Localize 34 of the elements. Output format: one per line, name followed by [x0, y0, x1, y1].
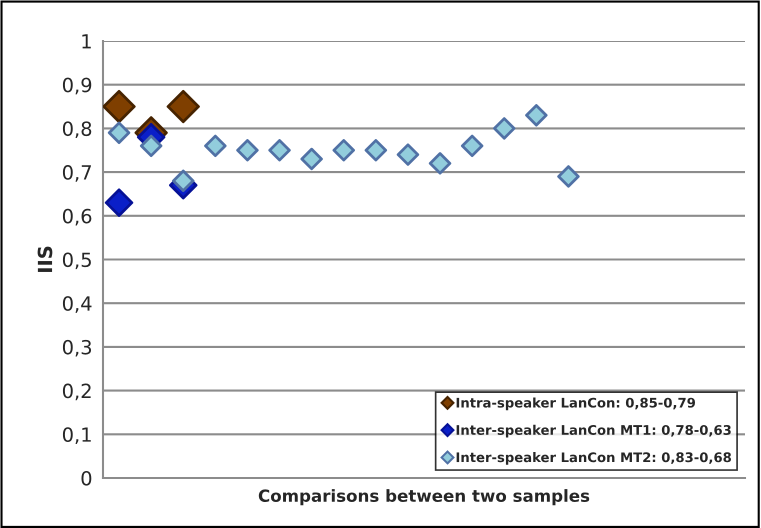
point — [108, 122, 130, 144]
point — [103, 90, 136, 124]
point — [300, 148, 323, 170]
y-tick-label: 0,1 — [62, 427, 91, 444]
point — [460, 134, 484, 158]
legend-label: Inter-speaker LanCon MT1: 0,78-0,63 — [456, 424, 731, 438]
y-tick-label: 0,9 — [62, 78, 92, 94]
y-tick-label: 0,6 — [62, 208, 92, 226]
point — [140, 134, 162, 158]
y-tick-label: 0,3 — [62, 340, 92, 357]
point — [396, 143, 420, 166]
y-tick-label: 0,4 — [62, 296, 92, 313]
y-tick-label: 0,2 — [62, 384, 91, 400]
y-tick-label: 0,7 — [62, 165, 91, 182]
point — [172, 170, 194, 192]
y-axis-title: IIS — [38, 246, 52, 272]
point — [332, 139, 355, 162]
x-axis-title: Comparisons between two samples — [258, 489, 590, 506]
y-tick-label: 0 — [81, 470, 92, 486]
point — [236, 139, 259, 162]
point — [525, 104, 548, 126]
y-tick-label: 0,5 — [62, 252, 91, 270]
point — [364, 139, 388, 162]
point — [104, 188, 134, 217]
y-tick-label: 1 — [82, 34, 91, 48]
y-tick-label: 0,8 — [62, 121, 92, 138]
point — [166, 90, 200, 124]
legend-label: Intra-speaker LanCon: 0,85-0,79 — [456, 397, 696, 410]
point — [428, 152, 452, 175]
point — [493, 117, 516, 140]
point — [204, 134, 227, 158]
legend-label: Inter-speaker LanCon MT2: 0,83-0,68 — [456, 452, 731, 465]
point — [268, 139, 291, 162]
point — [557, 165, 580, 188]
